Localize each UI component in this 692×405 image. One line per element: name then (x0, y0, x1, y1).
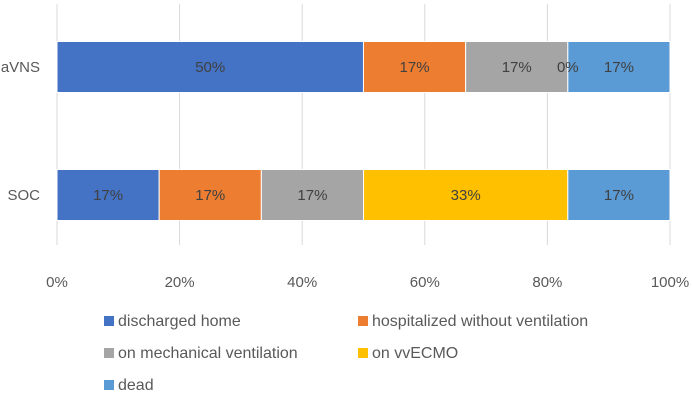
bar-segment (56, 169, 160, 221)
data-label: 17% (604, 59, 634, 76)
data-label: 50% (195, 59, 225, 76)
data-label: 17% (93, 187, 123, 204)
data-labels: 50% 17% 17% 0% 17% 17% 17% 17% 33% 17% (93, 59, 634, 204)
bar-segment (260, 169, 365, 221)
data-label: 17% (297, 187, 327, 204)
axes: 0% 20% 40% 60% 80% 100% aVNS SOC (1, 59, 689, 291)
legend-label: on mechanical ventilation (118, 345, 298, 362)
data-label: 17% (604, 187, 634, 204)
data-label: 0% (557, 59, 579, 76)
legend-item: on vvECMO (358, 345, 458, 362)
legend-item: discharged home (104, 313, 241, 330)
x-tick-label: 60% (410, 274, 440, 291)
legend-item: hospitalized without ventilation (358, 313, 588, 330)
x-tick-label: 20% (165, 274, 195, 291)
data-label: 33% (451, 187, 481, 204)
data-label: 17% (195, 187, 225, 204)
x-tick-label: 80% (532, 274, 562, 291)
legend-swatch (358, 348, 368, 358)
bar-segment (567, 41, 671, 93)
x-tick-label: 0% (46, 274, 68, 291)
bar-segment (567, 169, 671, 221)
legend-label: hospitalized without ventilation (372, 313, 588, 330)
legend: discharged home hospitalized without vent… (104, 313, 588, 394)
legend-swatch (104, 380, 114, 390)
data-label: 17% (400, 59, 430, 76)
legend-swatch (358, 316, 368, 326)
legend-item: dead (104, 377, 154, 394)
legend-item: on mechanical ventilation (104, 345, 298, 362)
legend-label: dead (118, 377, 154, 394)
data-label: 17% (502, 59, 532, 76)
bar-segment (363, 169, 569, 221)
legend-swatch (104, 348, 114, 358)
bars (56, 41, 671, 221)
legend-swatch (104, 316, 114, 326)
x-tick-label: 100% (651, 274, 689, 291)
legend-label: on vvECMO (372, 345, 458, 362)
category-label: aVNS (1, 59, 40, 76)
bar-segment (56, 41, 364, 93)
category-label: SOC (7, 187, 40, 204)
bar-segment (158, 169, 262, 221)
legend-label: discharged home (118, 313, 241, 330)
x-tick-label: 40% (287, 274, 317, 291)
